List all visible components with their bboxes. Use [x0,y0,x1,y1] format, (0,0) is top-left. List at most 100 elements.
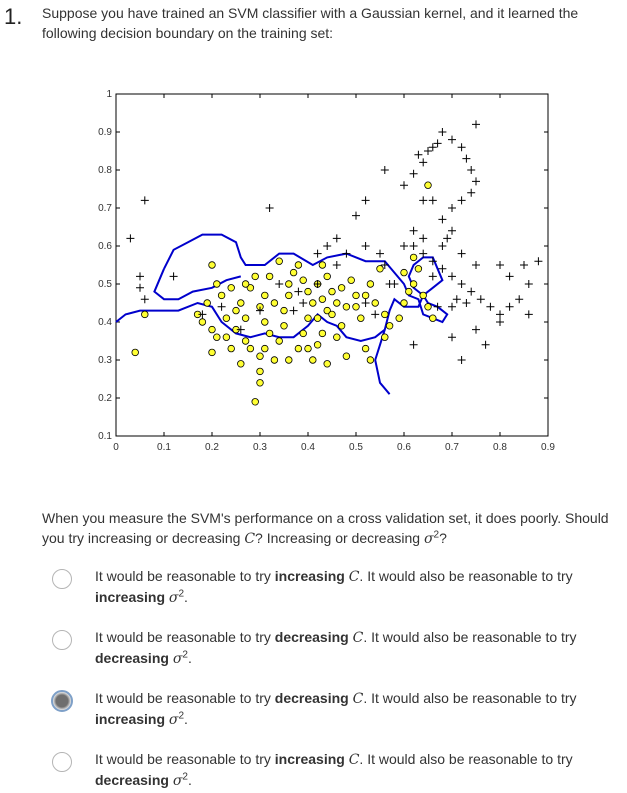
negative-point [299,329,307,338]
negative-point [241,337,250,345]
negative-point [270,356,279,364]
negative-point [376,265,384,273]
positive-point [467,188,476,197]
negative-point [203,299,211,307]
negative-point [337,322,346,330]
negative-point [222,314,231,322]
positive-point [462,299,471,307]
negative-point [400,268,408,277]
x-tick-label: 0.8 [493,442,507,453]
positive-point [313,249,322,258]
radio-button[interactable] [52,569,72,589]
negative-point [261,318,269,326]
positive-point [342,249,351,258]
positive-point [472,325,480,334]
positive-point [352,211,360,220]
positive-point [136,283,144,292]
negative-point [333,299,341,307]
symbol-squared: 2 [178,588,185,600]
positive-point [428,272,437,281]
positive-point [448,135,456,144]
negative-point [366,280,375,288]
positive-point [371,310,380,319]
negative-point [237,299,245,307]
positive-point [486,302,495,311]
negative-point [409,253,418,262]
negative-point [333,333,341,341]
negative-point [337,284,346,292]
boundary-curve [374,329,391,395]
option-mid: . It would also be reasonable to try [359,568,573,584]
positive-point [419,196,428,205]
positive-point [256,306,264,315]
negative-point [227,344,235,353]
positive-point [198,310,207,319]
negative-point [256,352,264,360]
negative-point [400,299,408,307]
negative-point [237,360,245,368]
radio-button[interactable] [52,630,72,650]
y-tick-label: 0.8 [98,165,112,176]
answer-option-3[interactable]: It would be reasonable to try decreasing… [51,688,612,732]
positive-point [515,295,524,304]
boundary-curve [153,268,242,301]
positive-point [443,234,452,243]
positive-point [476,295,485,304]
negative-point [405,287,413,296]
negative-point [131,348,139,357]
symbol-c: C [348,752,360,768]
negative-point [294,344,303,353]
negative-point [251,272,259,281]
positive-point [169,272,178,281]
positive-point [448,272,456,281]
positive-point [289,306,298,315]
negative-point [366,356,375,364]
symbol-squared: 2 [178,710,185,722]
negative-point [342,352,351,360]
negative-point [328,287,336,296]
negative-point [313,314,322,322]
answer-option-1[interactable]: It would be reasonable to try increasing… [52,566,612,610]
data-points [126,120,543,406]
followup-question: When you measure the SVM's performance o… [42,508,612,549]
negative-point [309,299,317,307]
positive-point [467,287,476,296]
positive-point [428,143,437,152]
positive-point [534,257,543,266]
axis-ticks: 0 0.1 0.2 0.3 0.4 0.5 0.6 0.7 0.8 0.90.10.20.30.4… [98,89,555,453]
answer-option-4[interactable]: It would be reasonable to try increasing… [52,749,612,793]
positive-point [448,333,456,342]
negative-point [217,291,226,300]
option-prefix: It would be reasonable to try [95,690,271,706]
question-number: 1. [4,4,23,29]
negative-point [208,325,216,334]
positive-point [438,128,447,136]
radio-button[interactable] [52,752,72,772]
negative-point [395,314,403,322]
negative-point [213,333,221,341]
positive-point [380,166,389,174]
y-tick-label: 0.6 [98,241,112,252]
negative-point [414,265,423,273]
option-action-1: increasing [274,751,345,767]
answer-option-2[interactable]: It would be reasonable to try decreasing… [52,627,612,671]
radio-button[interactable] [51,690,73,712]
option-action-1: decreasing [274,629,349,645]
positive-point [524,310,533,319]
y-tick-label: 0.3 [98,355,112,366]
positive-point [361,196,370,205]
positive-point [438,215,447,224]
negative-point [141,310,149,319]
negative-point [381,310,389,319]
negative-point [222,333,231,341]
positive-point [457,196,466,205]
x-tick-label: 0.3 [253,442,267,453]
positive-point [452,295,461,304]
negative-point [361,291,370,300]
positive-point [236,325,245,334]
negative-point [280,322,288,330]
y-tick-label: 0.4 [98,317,112,328]
negative-point [285,356,293,364]
positive-point [409,169,418,178]
positive-point [433,302,442,311]
